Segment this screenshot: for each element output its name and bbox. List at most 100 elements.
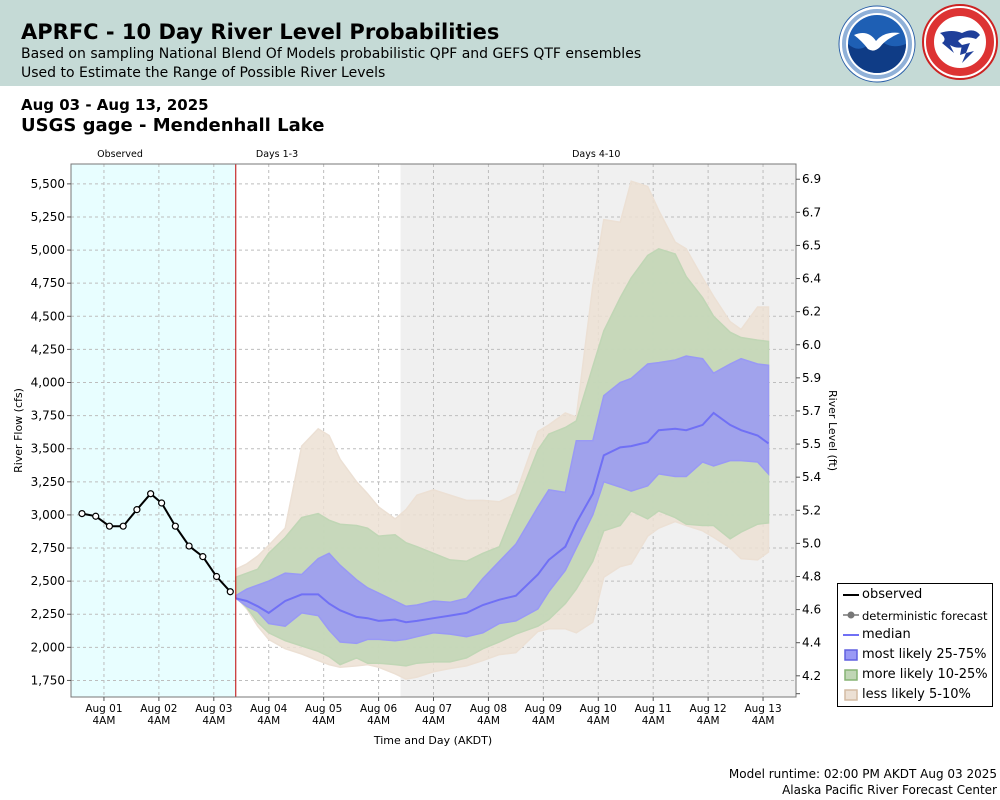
legend-item: more likely 10-25% [842,665,992,685]
observed-point [171,522,179,530]
legend-swatch [844,649,858,661]
legend-swatch [844,669,858,681]
legend-item: observed [842,585,992,605]
x-tick-time: 4AM [477,715,500,727]
right-tick-label: 4.6 [802,603,821,617]
band-3 [235,355,770,645]
x-tick-day: Aug 02 [140,703,177,715]
x-tick-day: Aug 06 [360,703,398,715]
y-tick-label: 4,500 [31,309,65,323]
legend-label: more likely 10-25% [862,667,988,682]
right-tick-label: 6.5 [802,238,821,252]
y-tick-label: 3,500 [31,442,65,456]
observed-point [78,509,86,518]
x-tick-time: 4AM [587,715,610,727]
legend-label: observed [862,587,923,602]
model-runtime: Model runtime: 02:00 PM AKDT Aug 03 2025 [728,767,997,781]
legend-item: less likely 5-10% [842,685,992,705]
y-tick-label: 4,750 [31,276,65,290]
right-tick-label: 6.2 [802,305,821,319]
legend-box [844,669,858,681]
x-tick-time: 4AM [147,715,170,727]
date-range: Aug 03 - Aug 13, 2025 [21,96,209,114]
right-tick-label: 5.7 [802,404,821,418]
region-1 [71,164,236,697]
region-label-1: Observed [97,149,143,160]
x-tick-day: Aug 08 [470,703,507,715]
x-tick-time: 4AM [367,715,390,727]
y-tick-label: 5,000 [31,243,65,257]
y-tick-label: 2,500 [31,574,65,588]
x-tick-day: Aug 09 [525,703,562,715]
legend-box [844,689,858,701]
observed-point [226,588,234,596]
y-tick-label: 3,000 [31,508,65,522]
x-tick-time: 4AM [312,715,335,727]
y-tick-label: 5,500 [31,177,65,191]
right-tick-label: 5.2 [802,503,821,517]
x-tick-day: Aug 05 [305,703,342,715]
x-tick-day: Aug 04 [250,703,288,715]
legend-item: most likely 25-75% [842,645,992,665]
x-tick-time: 4AM [642,715,665,727]
x-axis-title: Time and Day (AKDT) [373,734,492,747]
y-tick-label: 2,750 [31,541,65,555]
y-axis-title: River Flow (cfs) [12,388,25,473]
x-tick-day: Aug 10 [580,703,617,715]
x-tick-time: 4AM [532,715,555,727]
right-tick-label: 4.4 [802,636,821,650]
median-line [235,411,770,624]
right-tick-label: 6.7 [802,205,821,219]
noaa-logo [838,5,916,83]
axes [67,163,800,701]
y-tick-label: 3,750 [31,409,65,423]
right-tick-label: 6.4 [802,272,821,286]
right-tick-label: 4.8 [802,569,821,583]
x-tick-time: 4AM [92,715,115,727]
y-tick-label: 3,250 [31,475,65,489]
observed-point [133,506,141,514]
x-tick-time: 4AM [752,715,775,727]
observed-point [199,553,207,561]
x-tick-time: 4AM [257,715,280,727]
y-tick-label: 2,250 [31,607,65,621]
right-tick-label: 5.9 [802,371,821,385]
river-probability-chart: Observed Days 1-3 Days 4-10 1,750 2,000 2,250… [12,149,839,747]
region-label-2: Days 1-3 [256,149,298,160]
national-weather-service-logo [922,4,998,80]
right-tick-label: 6.9 [802,172,821,186]
axis-labels: Observed Days 1-3 Days 4-10 1,750 2,000 2,250… [12,149,839,747]
probability-bands [235,180,770,680]
x-tick-day: Aug 03 [195,703,232,715]
chart-legend: observed deterministic forecast median most… [837,583,993,707]
page-subtitle: Based on sampling National Blend Of Mode… [21,46,642,62]
page-subtitle-2: Used to Estimate the Range of Possible R… [21,65,386,81]
y-tick-label: 5,250 [31,210,65,224]
legend-label: most likely 25-75% [862,647,987,662]
right-tick-label: 5.4 [802,470,821,484]
observed-point [105,522,114,530]
right-tick-label: 5.5 [802,437,821,451]
right-tick-label: 5.0 [802,536,821,550]
observed-point [158,499,166,507]
y-tick-label: 2,000 [31,640,65,654]
x-tick-day: Aug 01 [85,703,122,715]
y-axis-title-right: River Level (ft) [826,390,839,471]
legend-item: deterministic forecast [842,605,992,625]
legend-label: less likely 5-10% [862,687,971,702]
x-tick-time: 4AM [422,715,445,727]
x-tick-time: 4AM [202,715,225,727]
observed-point [185,542,193,550]
x-tick-day: Aug 13 [744,703,781,715]
right-tick-label: 4.2 [802,669,821,683]
legend-label: deterministic forecast [862,609,988,623]
y-tick-label: 4,250 [31,342,65,356]
x-tick-time: 4AM [697,715,720,727]
legend-box [844,649,858,661]
forecast-center: Alaska Pacific River Forecast Center [782,783,997,797]
observed-point [212,572,221,581]
x-tick-day: Aug 11 [635,703,672,715]
right-tick-label: 6.0 [802,338,821,352]
x-tick-day: Aug 07 [415,703,452,715]
series-lines [78,411,770,624]
